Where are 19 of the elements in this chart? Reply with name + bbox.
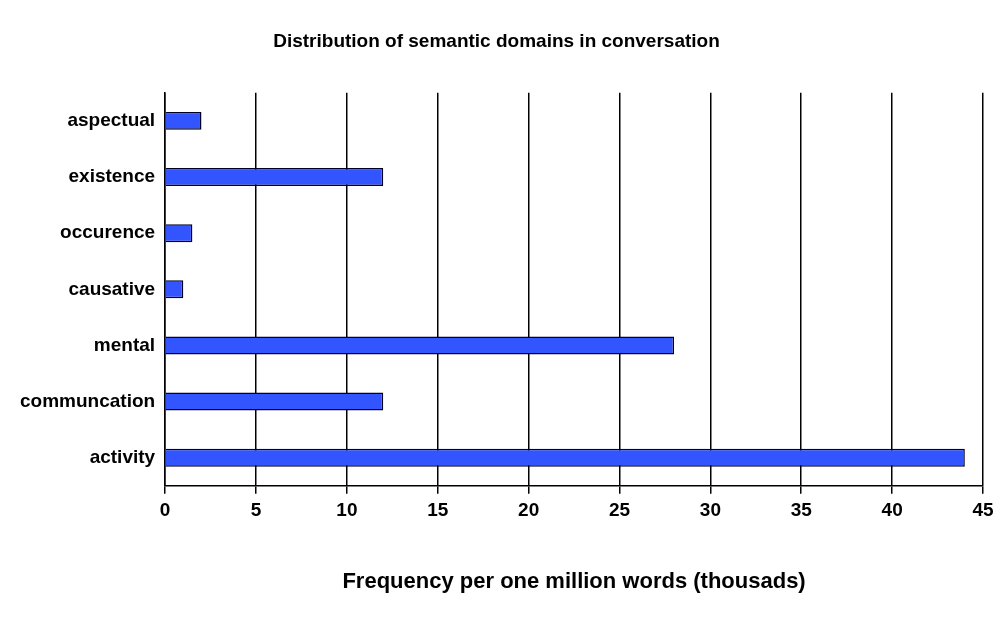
y-tick-label: existence <box>68 165 156 187</box>
x-tick-label: 35 <box>790 499 813 521</box>
x-tick-label: 10 <box>336 499 358 521</box>
y-tick-label: aspectual <box>67 109 156 131</box>
x-tick-label: 15 <box>427 499 449 521</box>
chart-title: Distribution of semantic domains in conversation <box>273 29 720 51</box>
x-tick-label: 5 <box>250 499 262 521</box>
x-tick-label: 40 <box>881 499 903 521</box>
y-tick-label: communcation <box>20 389 156 411</box>
x-tick-label: 30 <box>699 499 721 521</box>
x-tick-label: 20 <box>518 499 540 521</box>
y-tick-label: occurence <box>60 221 156 243</box>
y-tick-label: mental <box>93 333 156 355</box>
x-tick-label: 0 <box>159 499 171 521</box>
x-axis-title: Frequency per one million words (thousads) <box>342 567 806 593</box>
x-tick-label: 25 <box>608 499 631 521</box>
y-tick-label: activity <box>89 445 156 467</box>
x-tick-label: 45 <box>972 499 994 521</box>
y-tick-label: causative <box>68 277 156 299</box>
